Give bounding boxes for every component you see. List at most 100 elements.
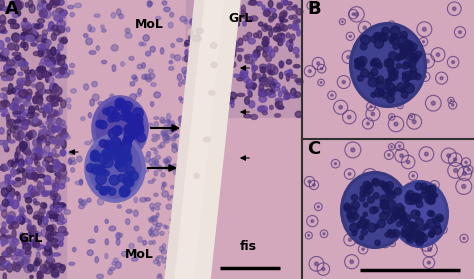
Ellipse shape (162, 244, 166, 249)
Ellipse shape (14, 37, 19, 43)
Ellipse shape (36, 137, 43, 143)
Ellipse shape (403, 61, 408, 66)
Ellipse shape (150, 46, 155, 52)
Bar (302, 0, 474, 139)
Ellipse shape (359, 196, 365, 201)
Ellipse shape (352, 213, 359, 220)
Ellipse shape (0, 257, 5, 264)
Ellipse shape (268, 1, 273, 7)
Ellipse shape (20, 211, 24, 220)
Ellipse shape (417, 232, 423, 239)
Ellipse shape (396, 210, 404, 218)
Ellipse shape (4, 64, 11, 73)
Ellipse shape (49, 264, 56, 271)
Ellipse shape (389, 210, 396, 218)
Ellipse shape (373, 193, 379, 199)
Ellipse shape (99, 140, 107, 147)
Ellipse shape (128, 128, 131, 133)
Ellipse shape (400, 206, 405, 211)
Ellipse shape (2, 48, 9, 57)
Ellipse shape (23, 239, 28, 243)
Ellipse shape (54, 86, 57, 92)
Ellipse shape (391, 72, 397, 78)
Ellipse shape (46, 225, 54, 232)
Ellipse shape (53, 200, 59, 208)
Ellipse shape (105, 171, 110, 175)
Ellipse shape (155, 257, 159, 261)
Ellipse shape (437, 217, 441, 221)
Ellipse shape (85, 134, 145, 202)
Ellipse shape (59, 10, 67, 16)
Ellipse shape (351, 148, 355, 152)
Ellipse shape (410, 231, 415, 237)
Ellipse shape (40, 264, 47, 273)
Ellipse shape (46, 142, 50, 145)
Ellipse shape (361, 69, 369, 78)
Ellipse shape (11, 222, 18, 229)
Ellipse shape (71, 89, 76, 93)
Ellipse shape (22, 120, 30, 125)
Ellipse shape (33, 199, 36, 203)
Ellipse shape (402, 75, 410, 82)
Ellipse shape (361, 68, 363, 70)
Ellipse shape (294, 5, 297, 8)
Ellipse shape (226, 97, 234, 104)
Ellipse shape (273, 27, 277, 31)
Ellipse shape (45, 60, 52, 66)
Ellipse shape (182, 57, 186, 61)
Ellipse shape (8, 19, 16, 24)
Ellipse shape (98, 102, 103, 105)
Ellipse shape (9, 216, 18, 225)
Ellipse shape (0, 0, 4, 8)
Ellipse shape (47, 165, 56, 172)
Ellipse shape (269, 30, 273, 37)
Ellipse shape (47, 49, 51, 55)
Ellipse shape (53, 154, 59, 157)
Ellipse shape (39, 47, 45, 56)
Ellipse shape (132, 75, 137, 79)
Ellipse shape (189, 101, 195, 107)
Ellipse shape (23, 96, 31, 99)
Ellipse shape (60, 213, 64, 222)
Ellipse shape (391, 23, 392, 25)
Ellipse shape (134, 210, 138, 217)
Polygon shape (195, 0, 240, 279)
Ellipse shape (26, 25, 32, 31)
Ellipse shape (12, 98, 18, 106)
Ellipse shape (215, 10, 223, 14)
Ellipse shape (189, 70, 196, 78)
Ellipse shape (46, 75, 49, 82)
Ellipse shape (245, 97, 249, 105)
Ellipse shape (25, 247, 29, 251)
Ellipse shape (43, 160, 49, 167)
Ellipse shape (134, 226, 139, 231)
Ellipse shape (410, 199, 415, 205)
Ellipse shape (30, 70, 35, 74)
Ellipse shape (289, 39, 292, 43)
Ellipse shape (196, 97, 202, 100)
Ellipse shape (203, 50, 208, 57)
Ellipse shape (45, 74, 49, 78)
Ellipse shape (0, 41, 4, 49)
Ellipse shape (27, 171, 33, 179)
Ellipse shape (149, 219, 153, 223)
Ellipse shape (12, 0, 19, 6)
Ellipse shape (16, 58, 20, 66)
Ellipse shape (377, 220, 385, 228)
Ellipse shape (193, 62, 198, 68)
Ellipse shape (51, 114, 55, 117)
Ellipse shape (177, 187, 180, 190)
Ellipse shape (412, 120, 416, 124)
Ellipse shape (17, 127, 22, 131)
Ellipse shape (119, 149, 128, 158)
Ellipse shape (262, 5, 265, 10)
Ellipse shape (79, 205, 84, 209)
Ellipse shape (206, 26, 213, 31)
Ellipse shape (395, 56, 401, 61)
Ellipse shape (66, 98, 71, 102)
Ellipse shape (294, 24, 297, 28)
Ellipse shape (173, 197, 177, 200)
Ellipse shape (25, 245, 28, 251)
Ellipse shape (2, 252, 8, 257)
Ellipse shape (11, 162, 17, 167)
